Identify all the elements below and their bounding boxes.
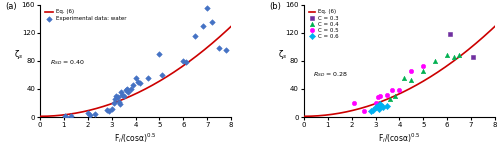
C = 0.3 [446, 33, 454, 35]
Experimental data: water: (3, 12): water: (3, 12) [108, 107, 116, 110]
C = 0.6 [369, 109, 377, 111]
Eq. (6) [462, 51, 468, 53]
C = 0.5 [360, 110, 368, 112]
Experimental data: water: (4.2, 48): water: (4.2, 48) [136, 82, 144, 84]
Experimental data: water: (3.7, 35): water: (3.7, 35) [124, 91, 132, 94]
Experimental data: water: (2.8, 10): water: (2.8, 10) [103, 109, 111, 111]
Text: (a): (a) [6, 2, 17, 11]
C = 0.4 [408, 79, 416, 82]
Experimental data: water: (7.2, 135): water: (7.2, 135) [208, 21, 216, 23]
C = 0.4 [420, 70, 428, 72]
C = 0.6 [376, 103, 384, 106]
Eq. (6) [37, 115, 43, 117]
Text: $R_{SD}$ = 0.40: $R_{SD}$ = 0.40 [50, 58, 85, 67]
Eq. (6) [198, 51, 204, 53]
C = 0.4 [400, 77, 408, 80]
C = 0.3 [470, 56, 478, 58]
C = 0.5 [376, 95, 384, 97]
C = 0.5 [388, 89, 396, 92]
C = 0.4 [450, 56, 458, 58]
Experimental data: water: (2.9, 8): water: (2.9, 8) [106, 110, 114, 112]
Experimental data: water: (3.3, 22): water: (3.3, 22) [115, 100, 123, 103]
Experimental data: water: (6, 80): water: (6, 80) [180, 60, 188, 62]
Experimental data: water: (4.1, 50): water: (4.1, 50) [134, 81, 142, 83]
Experimental data: water: (5.1, 60): water: (5.1, 60) [158, 74, 166, 76]
Legend: Eq. (6), C = 0.3, C = 0.4, C = 0.5, C = 0.6: Eq. (6), C = 0.3, C = 0.4, C = 0.5, C = … [306, 7, 340, 41]
Y-axis label: ζ$_s$: ζ$_s$ [278, 48, 287, 61]
Experimental data: water: (3.65, 40): water: (3.65, 40) [123, 88, 131, 90]
Experimental data: water: (2.3, 4): water: (2.3, 4) [91, 113, 99, 115]
Eq. (6) [301, 115, 307, 117]
Legend: Eq. (6), Experimental data: water: Eq. (6), Experimental data: water [43, 7, 128, 23]
Experimental data: water: (3.5, 30): water: (3.5, 30) [120, 95, 128, 97]
Experimental data: water: (5, 90): water: (5, 90) [156, 52, 164, 55]
Eq. (6) [302, 115, 308, 117]
C = 0.5 [372, 102, 380, 104]
Line: Eq. (6): Eq. (6) [40, 26, 231, 116]
Eq. (6) [418, 82, 424, 83]
Eq. (6) [154, 82, 160, 83]
Experimental data: water: (3.35, 18): water: (3.35, 18) [116, 103, 124, 106]
Experimental data: water: (6.1, 78): water: (6.1, 78) [182, 61, 190, 63]
C = 0.4 [386, 98, 394, 101]
Eq. (6) [210, 41, 216, 43]
C = 0.5 [408, 70, 416, 72]
Experimental data: water: (3.9, 45): water: (3.9, 45) [129, 84, 137, 87]
C = 0.5 [374, 96, 382, 99]
Experimental data: water: (7, 155): water: (7, 155) [204, 7, 212, 9]
C = 0.6 [375, 107, 383, 110]
Experimental data: water: (1.3, 1.5): water: (1.3, 1.5) [67, 115, 75, 117]
Eq. (6) [492, 25, 498, 27]
C = 0.6 [374, 105, 382, 108]
Eq. (6) [150, 84, 156, 86]
Experimental data: water: (3.4, 35): water: (3.4, 35) [117, 91, 125, 94]
Y-axis label: ζ$_s$: ζ$_s$ [14, 48, 24, 61]
Experimental data: water: (3.25, 28): water: (3.25, 28) [114, 96, 122, 99]
C = 0.4 [390, 95, 398, 97]
C = 0.5 [420, 65, 428, 68]
Experimental data: water: (3.45, 32): water: (3.45, 32) [118, 93, 126, 96]
C = 0.6 [372, 106, 380, 108]
Experimental data: water: (4.5, 55): water: (4.5, 55) [144, 77, 152, 80]
C = 0.5 [350, 102, 358, 104]
Text: (b): (b) [270, 2, 281, 11]
C = 0.6 [378, 106, 386, 108]
C = 0.5 [396, 89, 404, 92]
Experimental data: water: (6.5, 115): water: (6.5, 115) [192, 35, 200, 37]
C = 0.6 [366, 110, 374, 112]
C = 0.4 [432, 60, 440, 62]
Experimental data: water: (7.5, 98): water: (7.5, 98) [215, 47, 223, 49]
C = 0.6 [384, 105, 392, 107]
X-axis label: F$_i$/(cosα)$^{0.5}$: F$_i$/(cosα)$^{0.5}$ [378, 131, 420, 145]
C = 0.4 [443, 54, 451, 56]
Experimental data: water: (3.15, 25): water: (3.15, 25) [112, 98, 120, 101]
Line: Eq. (6): Eq. (6) [304, 26, 495, 116]
C = 0.5 [384, 93, 392, 96]
Eq. (6) [414, 84, 420, 86]
Experimental data: water: (3.1, 20): water: (3.1, 20) [110, 102, 118, 104]
Eq. (6) [151, 83, 157, 85]
Experimental data: water: (4, 55): water: (4, 55) [132, 77, 140, 80]
Experimental data: water: (3.8, 40): water: (3.8, 40) [127, 88, 135, 90]
Experimental data: water: (3.2, 30): water: (3.2, 30) [112, 95, 120, 97]
Eq. (6) [474, 41, 480, 43]
Experimental data: water: (1.1, 0.5): water: (1.1, 0.5) [62, 116, 70, 118]
Experimental data: water: (3.6, 38): water: (3.6, 38) [122, 89, 130, 92]
Eq. (6) [414, 83, 420, 85]
Experimental data: water: (2, 5): water: (2, 5) [84, 112, 92, 115]
Eq. (6) [38, 115, 44, 117]
Eq. (6) [228, 25, 234, 27]
Experimental data: water: (2.1, 3): water: (2.1, 3) [86, 114, 94, 116]
X-axis label: F$_i$/(cosα)$^{0.5}$: F$_i$/(cosα)$^{0.5}$ [114, 131, 157, 145]
Experimental data: water: (6.8, 130): water: (6.8, 130) [198, 24, 206, 27]
Experimental data: water: (7.8, 95): water: (7.8, 95) [222, 49, 230, 51]
Experimental data: water: (1.05, 1): water: (1.05, 1) [61, 115, 69, 117]
Text: $R_{SD}$ = 0.28: $R_{SD}$ = 0.28 [314, 70, 348, 79]
C = 0.4 [455, 54, 463, 56]
